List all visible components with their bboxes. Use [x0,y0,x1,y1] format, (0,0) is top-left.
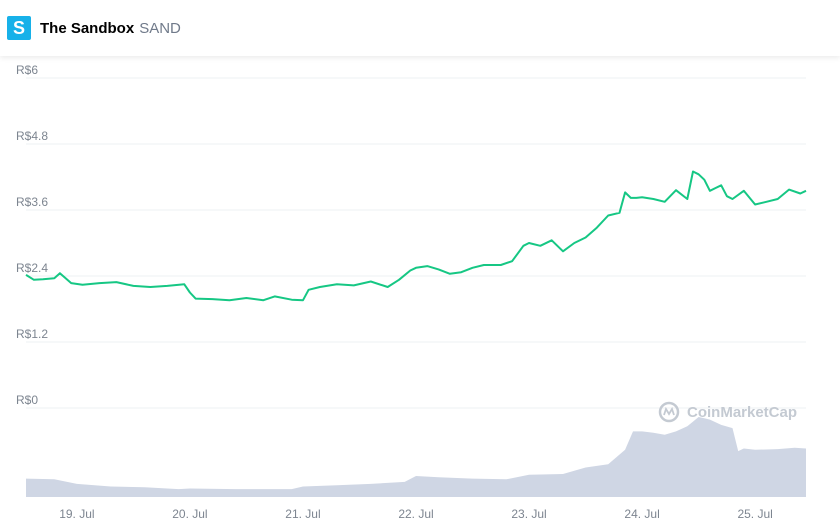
coinmarketcap-watermark: CoinMarketCap [658,401,797,423]
x-tick-label: 20. Jul [172,507,207,521]
y-tick-label: R$2.4 [16,261,48,275]
price-chart[interactable]: R$0 R$1.2 R$2.4 R$3.6 R$4.8 R$6 19. Jul 20. Ju… [0,56,840,532]
volume-area [26,417,806,497]
x-tick-label: 21. Jul [285,507,320,521]
price-series-line [25,170,807,302]
x-tick-label: 19. Jul [59,507,94,521]
grid-lines [26,77,806,409]
y-axis-labels: R$0 R$1.2 R$2.4 R$3.6 R$4.8 R$6 [16,63,48,407]
x-tick-label: 24. Jul [624,507,659,521]
x-tick-label: 22. Jul [398,507,433,521]
y-tick-label: R$3.6 [16,195,48,209]
watermark-text: CoinMarketCap [687,404,797,421]
coin-name: The Sandbox [40,19,135,37]
coin-header: S The Sandbox SAND [0,0,840,56]
y-tick-label: R$6 [16,63,38,77]
sandbox-logo-icon: S [7,16,31,40]
y-tick-label: R$4.8 [16,129,48,143]
x-axis-labels: 19. Jul 20. Jul 21. Jul 22. Jul 23. Jul 24. J… [59,507,773,521]
coinmarketcap-logo-icon [658,401,680,423]
volume-series-area [26,417,806,497]
y-tick-label: R$1.2 [16,327,48,341]
y-tick-label: R$0 [16,393,38,407]
coin-symbol: SAND [139,19,181,37]
x-tick-label: 25. Jul [737,507,772,521]
x-tick-label: 23. Jul [511,507,546,521]
price-line [25,170,807,302]
